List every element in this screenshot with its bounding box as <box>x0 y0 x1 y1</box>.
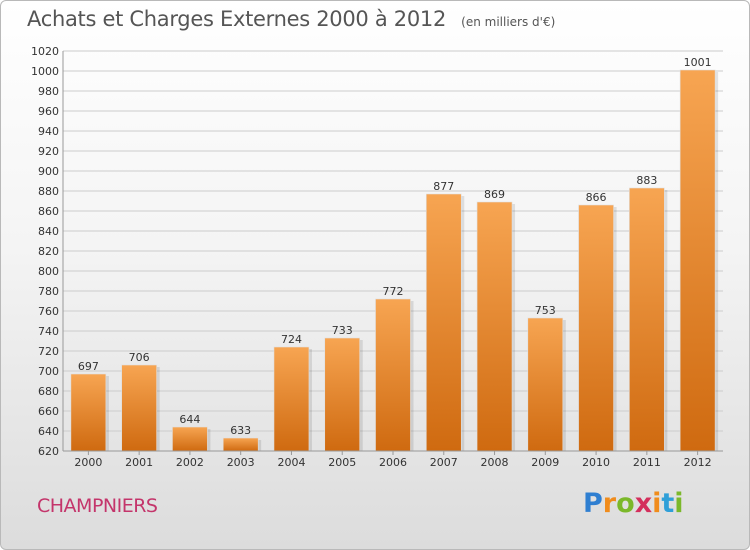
data-label-2009: 753 <box>535 304 556 317</box>
bar-2005 <box>324 337 361 452</box>
data-label-2008: 869 <box>484 188 505 201</box>
y-tick-label: 1000 <box>31 65 59 78</box>
y-tick-label: 980 <box>38 85 59 98</box>
y-tick-label: 900 <box>38 165 59 178</box>
logo-letter: i <box>674 488 684 519</box>
y-tick-label: 840 <box>38 225 59 238</box>
data-label-2011: 883 <box>636 174 657 187</box>
logo-letter: i <box>652 488 662 519</box>
data-label-2005: 733 <box>332 324 353 337</box>
y-tick-label: 680 <box>38 385 59 398</box>
x-tick-label-2007: 2007 <box>430 456 458 469</box>
x-tick-label-2011: 2011 <box>633 456 661 469</box>
commune-name: CHAMPNIERS <box>37 495 158 517</box>
y-tick-label: 860 <box>38 205 59 218</box>
bar-2002 <box>172 426 208 452</box>
y-tick-label: 940 <box>38 125 59 138</box>
data-label-2001: 706 <box>129 351 150 364</box>
y-tick-label: 800 <box>38 265 59 278</box>
data-label-2012: 1001 <box>684 56 712 69</box>
chart-subtitle: (en milliers d'€) <box>461 15 556 29</box>
y-tick-label: 780 <box>38 285 59 298</box>
bar-2006 <box>375 298 411 452</box>
y-tick-label: 880 <box>38 185 59 198</box>
y-tick-label: 960 <box>38 105 59 118</box>
x-tick-label-2006: 2006 <box>379 456 407 469</box>
x-tick-label-2001: 2001 <box>125 456 153 469</box>
logo-letter: r <box>602 488 617 519</box>
bar-2008 <box>476 201 513 452</box>
y-tick-label: 720 <box>38 345 59 358</box>
y-tick-label: 700 <box>38 365 59 378</box>
bar-2009 <box>527 317 564 452</box>
title-row: Achats et Charges Externes 2000 à 2012 (… <box>27 7 555 31</box>
y-tick-label: 620 <box>38 445 59 458</box>
y-tick-label: 760 <box>38 305 59 318</box>
chart-title: Achats et Charges Externes 2000 à 2012 <box>27 7 447 31</box>
proxiti-logo: Proxiti <box>583 488 684 519</box>
logo-letter: P <box>583 488 603 519</box>
data-label-2004: 724 <box>281 333 302 346</box>
axis-layer: 620 640 660 680 700 720 740 760 780 800 820 840 860 8… <box>31 45 723 469</box>
bar-2000 <box>70 373 107 452</box>
x-tick-label-2008: 2008 <box>481 456 509 469</box>
logo-letter: t <box>661 488 675 519</box>
logo-letter: o <box>616 488 635 519</box>
x-tick-label-2003: 2003 <box>227 456 255 469</box>
label-layer: 697 706 644 633 724 733 772 877 869 753 866 883 1001 <box>78 56 712 437</box>
x-tick-label-2005: 2005 <box>328 456 356 469</box>
y-tick-label: 820 <box>38 245 59 258</box>
y-tick-label: 660 <box>38 405 59 418</box>
data-label-2006: 772 <box>383 285 404 298</box>
x-tick-label-2010: 2010 <box>582 456 610 469</box>
x-tick-label-2009: 2009 <box>531 456 559 469</box>
x-tick-label-2012: 2012 <box>684 456 712 469</box>
data-label-2003: 633 <box>230 424 251 437</box>
bar-2003 <box>222 437 259 452</box>
y-tick-label: 920 <box>38 145 59 158</box>
y-tick-label: 740 <box>38 325 59 338</box>
bar-2001 <box>121 364 157 452</box>
logo-letter: x <box>634 488 653 519</box>
x-tick-label-2002: 2002 <box>176 456 204 469</box>
x-tick-label-2004: 2004 <box>277 456 305 469</box>
bar-2007 <box>425 193 462 452</box>
y-tick-label: 640 <box>38 425 59 438</box>
data-label-2010: 866 <box>586 191 607 204</box>
data-label-2007: 877 <box>433 180 454 193</box>
y-tick-label: 1020 <box>31 45 59 58</box>
bar-2004 <box>273 346 310 452</box>
bar-2011 <box>629 187 665 452</box>
data-label-2000: 697 <box>78 360 99 373</box>
x-tick-label-2000: 2000 <box>74 456 102 469</box>
bar-2010 <box>578 204 614 452</box>
data-label-2002: 644 <box>179 413 200 426</box>
bar-layer <box>70 69 719 452</box>
bar-2012 <box>679 69 716 452</box>
